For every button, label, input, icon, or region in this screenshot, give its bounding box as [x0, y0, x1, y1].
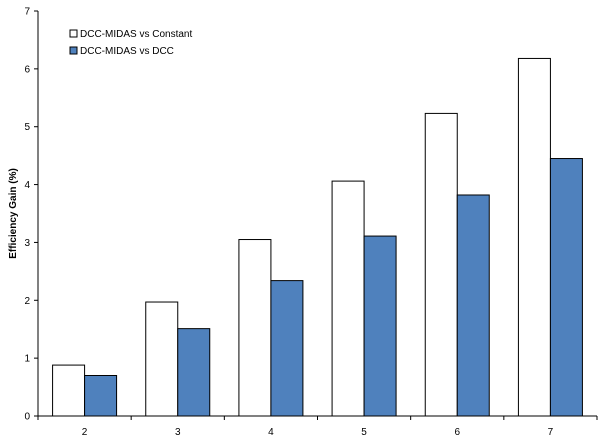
bar-constant [331, 180, 365, 417]
legend-swatch-dcc [69, 46, 78, 55]
x-tick-label: 6 [454, 427, 460, 438]
x-tick-label: 5 [361, 427, 367, 438]
x-tick-label: 4 [268, 427, 274, 438]
y-ticks: 0 1 2 3 4 5 6 7 [24, 7, 38, 423]
x-tick-label: 3 [175, 427, 181, 438]
x-tick-label: 7 [548, 427, 554, 438]
bar-dcc [84, 375, 118, 417]
legend-label-constant: DCC-MIDAS vs Constant [80, 29, 192, 40]
y-tick-label: 5 [24, 122, 30, 133]
bar-constant [52, 364, 86, 417]
x-tick-label: 2 [82, 427, 88, 438]
y-tick-label: 4 [24, 180, 30, 191]
bar-dcc [456, 194, 490, 417]
bar-dcc [177, 328, 211, 417]
bar-constant [424, 112, 458, 417]
x-ticks: 2 3 4 5 6 7 [37, 416, 598, 438]
bar-constant [238, 239, 272, 417]
axes [37, 11, 597, 417]
legend: DCC-MIDAS vs Constant DCC-MIDAS vs DCC [69, 29, 192, 57]
legend-swatch-constant [69, 29, 78, 38]
y-tick-label: 7 [24, 7, 30, 18]
bars [52, 57, 583, 417]
y-tick-label: 6 [24, 64, 30, 75]
y-tick-label: 2 [24, 296, 30, 307]
y-axis-title: Efficiency Gain (%) [8, 168, 19, 259]
y-tick-label: 3 [24, 238, 30, 249]
bar-dcc [549, 158, 583, 417]
bar-constant [517, 57, 551, 417]
y-tick-label: 0 [24, 412, 30, 423]
bar-constant [145, 301, 179, 417]
legend-label-dcc: DCC-MIDAS vs DCC [80, 46, 174, 57]
y-tick-label: 1 [24, 354, 30, 365]
bar-dcc [363, 235, 397, 417]
bar-dcc [270, 280, 304, 417]
